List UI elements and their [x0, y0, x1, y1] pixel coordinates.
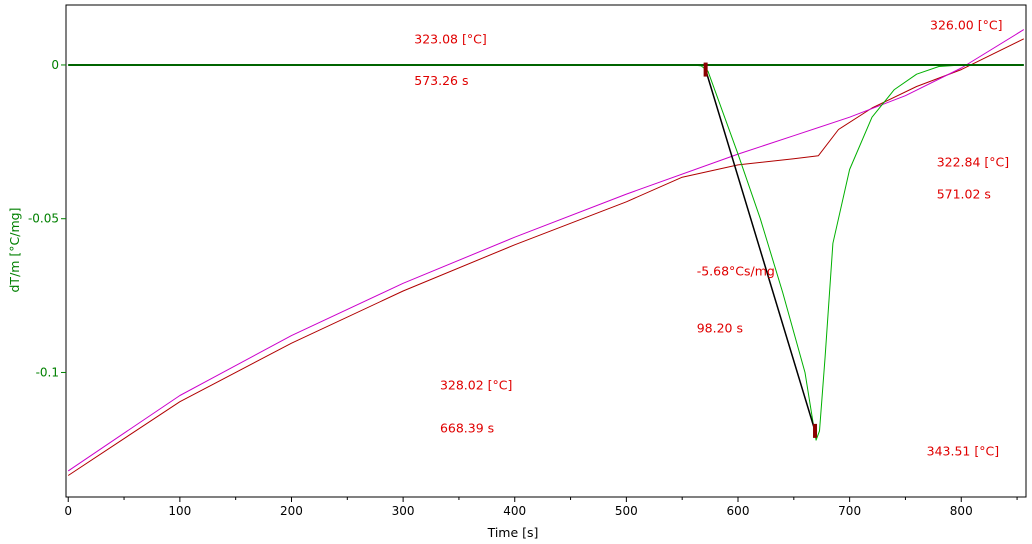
x-tick-label: 100: [168, 504, 191, 518]
x-tick-label: 200: [280, 504, 303, 518]
annotation-label: 668.39 s: [440, 420, 494, 435]
x-axis: 0 100 200 300 400 500 600 700 800: [64, 497, 1018, 518]
x-tick-label: 500: [615, 504, 638, 518]
annotation-label: 326.00 [°C]: [930, 18, 1002, 33]
x-tick-label: 0: [64, 504, 72, 518]
annotation-label: 322.84 [°C]: [937, 154, 1009, 169]
series-line-tangent: [704, 69, 816, 432]
annotation-label: 573.26 s: [414, 73, 468, 88]
series-line-green: [68, 64, 1024, 441]
series-line-red: [67, 38, 1025, 476]
y-axis: 0 -0.05 -0.1: [28, 58, 66, 379]
x-axis-label: Time [s]: [487, 525, 539, 540]
x-tick-label: 300: [392, 504, 415, 518]
x-tick-label: 800: [950, 504, 973, 518]
annotation-label: 343.51 [°C]: [927, 443, 999, 458]
y-axis-label: dT/m [°C/mg]: [7, 208, 22, 293]
tangent-marker: [813, 423, 818, 438]
x-tick-label: 700: [838, 504, 861, 518]
annotation-layer: 323.08 [°C] 573.26 s 326.00 [°C] 322.84 [°C…: [414, 18, 1009, 459]
annotation-label: 323.08 [°C]: [414, 31, 486, 46]
y-tick-label: -0.1: [36, 365, 59, 379]
plot-frame: [65, 4, 1027, 498]
series-layer: [67, 29, 1025, 476]
y-tick-label: -0.05: [28, 212, 59, 226]
x-tick-label: 400: [503, 504, 526, 518]
y-tick-label: 0: [51, 58, 59, 72]
tangent-marker: [703, 62, 708, 77]
annotation-label: -5.68°Cs/mg: [697, 264, 775, 279]
annotation-label: 98.20 s: [697, 320, 743, 335]
marker-layer: [703, 62, 818, 438]
x-tick-label: 600: [727, 504, 750, 518]
series-line-purple: [67, 29, 1025, 472]
annotation-label: 571.02 s: [937, 187, 991, 202]
annotation-label: 328.02 [°C]: [440, 377, 512, 392]
